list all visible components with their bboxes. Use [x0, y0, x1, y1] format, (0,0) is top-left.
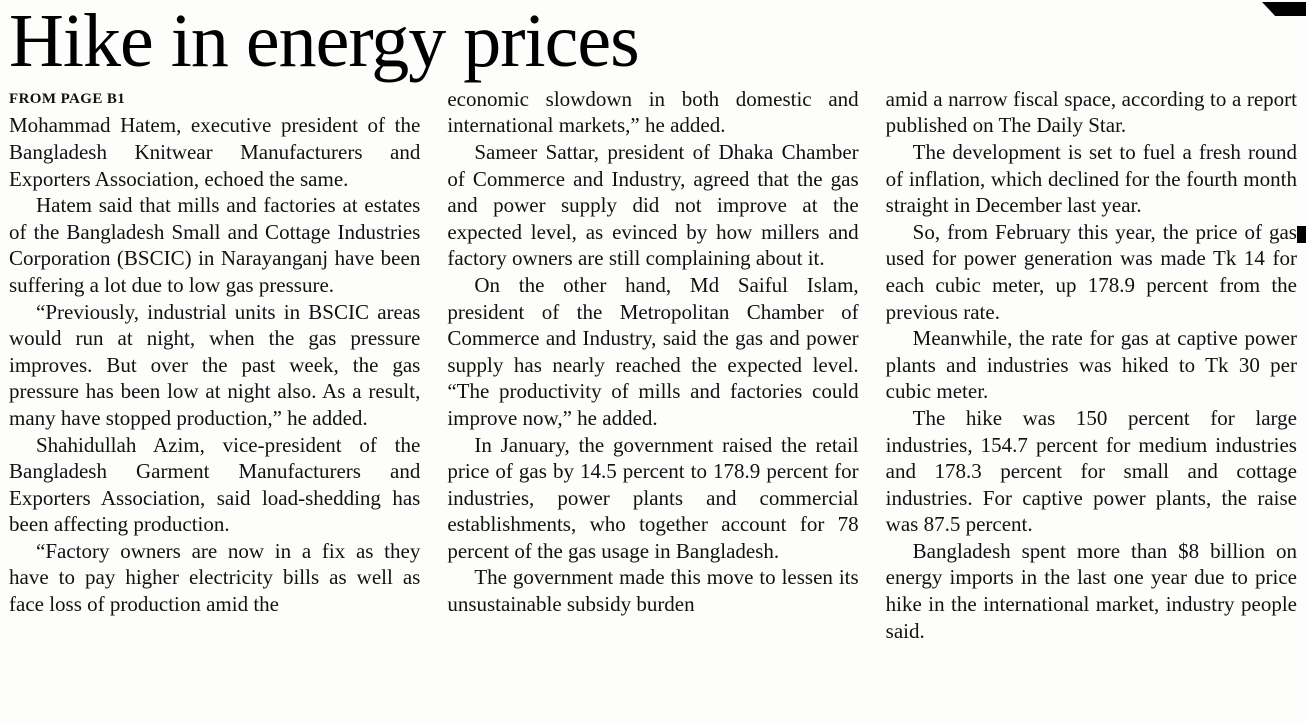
paragraph: Mohammad Hatem, executive president of t… — [9, 113, 421, 191]
paragraph: “Factory owners are now in a fix as they… — [9, 538, 421, 617]
page-scan-artifact-top-right — [1262, 2, 1306, 16]
article-column-2: economic slowdown in both domestic and i… — [447, 86, 858, 644]
paragraph: The development is set to fuel a fresh r… — [885, 139, 1297, 218]
article-headline: Hike in energy prices — [9, 0, 640, 83]
paragraph: Shahidullah Azim, vice-president of the … — [9, 432, 421, 537]
article-column-3: amid a narrow fiscal space, according to… — [886, 86, 1297, 644]
paragraph: On the other hand, Md Saiful Islam, pres… — [447, 272, 859, 430]
paragraph: So, from February this year, the price o… — [885, 219, 1297, 324]
article-columns: FROM PAGE B1 Mohammad Hatem, executive p… — [9, 86, 1297, 644]
paragraph: Meanwhile, the rate for gas at captive p… — [885, 326, 1297, 404]
continued-from-label: FROM PAGE B1 — [9, 90, 126, 107]
paragraph: The government made this move to lessen … — [447, 565, 859, 617]
article-column-1: FROM PAGE B1 Mohammad Hatem, executive p… — [9, 86, 420, 644]
paragraph: The hike was 150 percent for large indus… — [885, 405, 1297, 537]
paragraph: In January, the government raised the re… — [447, 432, 859, 563]
page-scan-artifact-right-edge — [1297, 226, 1306, 243]
paragraph: Bangladesh spent more than $8 billion on… — [885, 538, 1297, 643]
paragraph: “Previously, industrial units in BSCIC a… — [9, 299, 421, 430]
paragraph: Hatem said that mills and factories at e… — [9, 193, 421, 297]
paragraph: Sameer Sattar, president of Dhaka Chambe… — [447, 139, 859, 271]
paragraph: amid a narrow fiscal space, according to… — [885, 86, 1297, 138]
newspaper-article: Hike in energy prices FROM PAGE B1 Moham… — [0, 0, 1306, 644]
paragraph: economic slowdown in both domestic and i… — [447, 86, 859, 138]
